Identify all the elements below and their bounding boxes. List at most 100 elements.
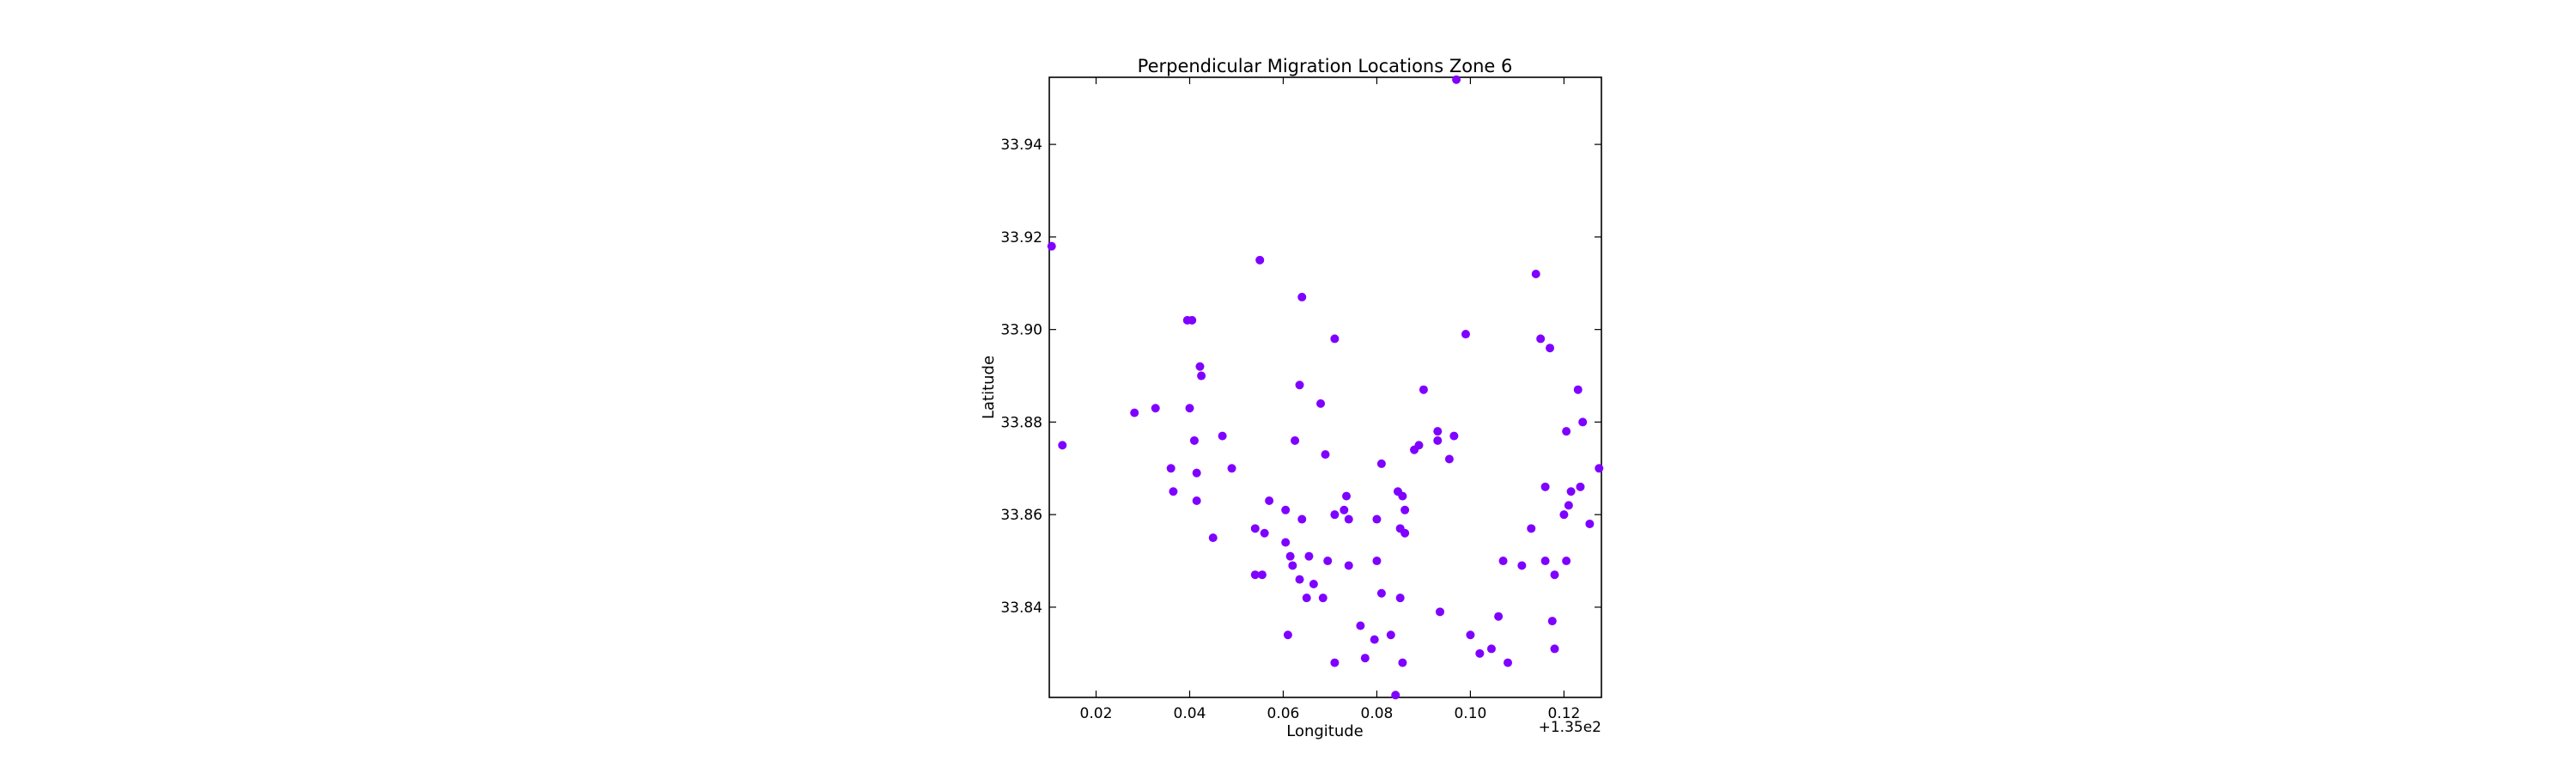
chart-title: Perpendicular Migration Locations Zone 6	[1138, 56, 1513, 76]
scatter-point	[1564, 501, 1573, 510]
scatter-point	[1372, 514, 1382, 524]
scatter-point	[1475, 648, 1485, 658]
scatter-point	[1540, 557, 1550, 566]
scatter-point	[1550, 644, 1559, 654]
scatter-point	[1531, 269, 1540, 278]
scatter-point	[1297, 514, 1307, 524]
scatter-point	[1595, 464, 1604, 473]
y-tick-label: 33.90	[1000, 322, 1042, 339]
scatter-point	[1295, 575, 1304, 584]
scatter-point	[1540, 482, 1550, 491]
scatter-point	[1414, 441, 1424, 450]
scatter-point	[1517, 561, 1527, 570]
scatter-point	[1188, 315, 1197, 325]
scatter-point	[1547, 617, 1557, 626]
x-tick-label: 0.10	[1454, 705, 1486, 722]
scatter-point	[1400, 528, 1410, 538]
scatter-point	[1340, 505, 1349, 514]
scatter-point	[1376, 459, 1386, 468]
scatter-point	[1047, 241, 1056, 251]
scatter-point	[1192, 468, 1201, 478]
scatter-point	[1342, 491, 1352, 501]
scatter-point	[1330, 658, 1340, 667]
scatter-point	[1344, 514, 1353, 524]
scatter-point	[1330, 334, 1340, 344]
scatter-point	[1356, 621, 1365, 630]
scatter-point	[1444, 454, 1454, 464]
x-axis-ticks: 0.02 0.04 0.06 0.08 0.10 0.12	[1080, 77, 1580, 722]
scatter-point	[1536, 334, 1546, 344]
scatter-point	[1250, 524, 1260, 533]
scatter-point	[1562, 427, 1571, 436]
scatter-point	[1283, 630, 1292, 640]
scatter-point	[1151, 404, 1160, 413]
scatter-point	[1585, 519, 1595, 528]
scatter-point	[1461, 330, 1470, 339]
scatter-point	[1166, 464, 1176, 473]
scatter-point	[1578, 417, 1588, 427]
scatter-point	[1395, 593, 1405, 603]
scatter-point	[1316, 399, 1326, 408]
scatter-point	[1058, 441, 1067, 450]
x-offset-label: +1.35e2	[1539, 719, 1601, 736]
scatter-point	[1330, 510, 1340, 520]
scatter-point	[1376, 588, 1386, 598]
scatter-point	[1321, 450, 1330, 460]
scatter-point	[1302, 593, 1311, 603]
y-tick-label: 33.86	[1000, 507, 1042, 524]
scatter-point	[1559, 510, 1569, 520]
scatter-point	[1185, 404, 1194, 413]
scatter-point	[1344, 561, 1353, 570]
scatter-point	[1288, 561, 1297, 570]
scatter-point	[1227, 464, 1236, 473]
scatter-point	[1208, 533, 1218, 543]
x-tick-label: 0.02	[1080, 705, 1113, 722]
scatter-point	[1504, 658, 1513, 667]
scatter-point	[1360, 654, 1370, 663]
scatter-point	[1527, 524, 1536, 533]
scatter-points	[1047, 75, 1604, 700]
scatter-point	[1218, 431, 1227, 441]
scatter-point	[1576, 482, 1585, 491]
scatter-point	[1297, 292, 1307, 301]
y-tick-label: 33.94	[1000, 137, 1042, 154]
scatter-point	[1169, 487, 1178, 496]
scatter-point	[1398, 491, 1407, 501]
scatter-point	[1250, 570, 1260, 580]
scatter-point	[1189, 435, 1199, 445]
scatter-point	[1550, 570, 1559, 580]
scatter-point	[1192, 496, 1201, 506]
x-axis-label: Longitude	[1286, 722, 1364, 740]
scatter-point	[1566, 487, 1576, 496]
scatter-point	[1449, 431, 1459, 441]
scatter-point	[1304, 551, 1314, 561]
scatter-point	[1318, 593, 1327, 603]
scatter-point	[1285, 551, 1295, 561]
scatter-point	[1466, 630, 1475, 640]
scatter-point	[1433, 427, 1443, 436]
scatter-point	[1265, 496, 1274, 506]
scatter-point	[1195, 362, 1205, 371]
scatter-point	[1386, 630, 1395, 640]
scatter-point	[1433, 435, 1443, 445]
y-axis-ticks: 33.84 33.86 33.88 33.90 33.92 33.94	[1000, 137, 1601, 617]
y-axis-label: Latitude	[980, 356, 998, 419]
scatter-point	[1281, 505, 1291, 514]
scatter-point	[1281, 538, 1291, 547]
x-tick-label: 0.04	[1174, 705, 1206, 722]
scatter-point	[1260, 528, 1269, 538]
scatter-point	[1452, 75, 1461, 84]
scatter-point	[1370, 635, 1379, 644]
scatter-point	[1562, 557, 1571, 566]
x-tick-label: 0.12	[1547, 705, 1580, 722]
scatter-point	[1400, 505, 1410, 514]
scatter-point	[1255, 255, 1265, 265]
scatter-point	[1494, 612, 1504, 621]
y-tick-label: 33.88	[1000, 414, 1042, 431]
scatter-point	[1323, 557, 1333, 566]
scatter-point	[1398, 658, 1407, 667]
scatter-point	[1391, 691, 1400, 700]
scatter-point	[1419, 385, 1428, 394]
scatter-point	[1546, 344, 1555, 353]
